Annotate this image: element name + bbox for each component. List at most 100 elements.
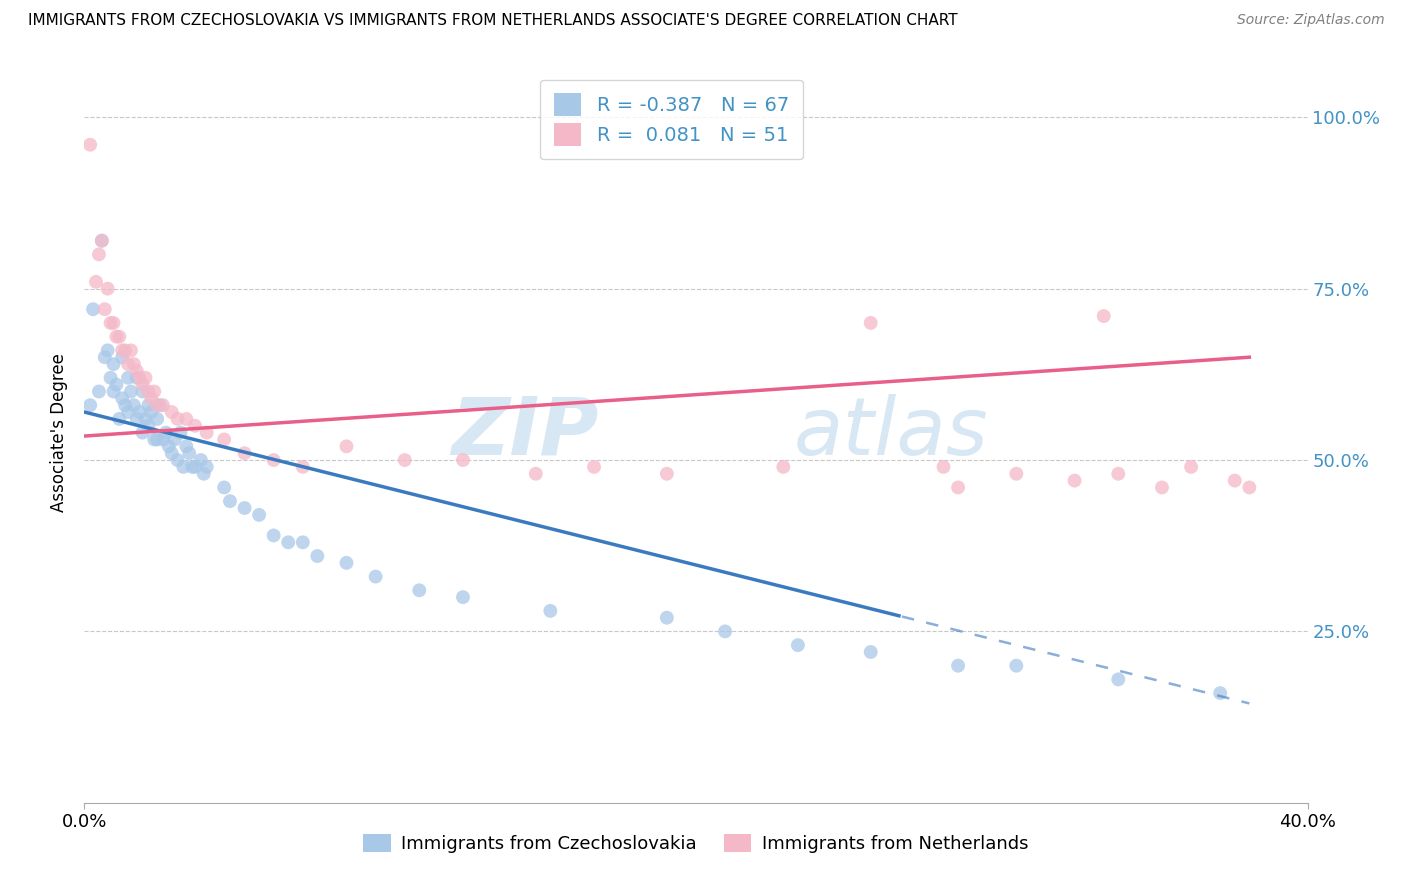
Point xyxy=(277,535,299,549)
Point xyxy=(946,480,969,494)
Point xyxy=(146,412,169,426)
Point xyxy=(787,638,810,652)
Point xyxy=(79,398,101,412)
Point xyxy=(172,459,194,474)
Point xyxy=(247,508,270,522)
Point xyxy=(100,371,122,385)
Point xyxy=(152,398,174,412)
Point xyxy=(160,446,183,460)
Point xyxy=(364,569,387,583)
Y-axis label: Associate's Degree: Associate's Degree xyxy=(51,353,69,512)
Point xyxy=(307,549,329,563)
Point xyxy=(1107,467,1129,481)
Point xyxy=(105,329,128,343)
Point xyxy=(335,439,357,453)
Point xyxy=(117,371,139,385)
Point xyxy=(174,412,197,426)
Point xyxy=(166,412,188,426)
Point xyxy=(233,501,256,516)
Point xyxy=(195,425,218,440)
Point xyxy=(131,425,153,440)
Point xyxy=(108,329,131,343)
Text: atlas: atlas xyxy=(794,393,988,472)
Point xyxy=(93,302,115,317)
Point xyxy=(125,412,148,426)
Point xyxy=(146,398,169,412)
Point xyxy=(138,398,160,412)
Point xyxy=(263,453,285,467)
Point xyxy=(90,234,112,248)
Point xyxy=(583,459,606,474)
Point xyxy=(1107,673,1129,687)
Point xyxy=(212,433,235,447)
Point xyxy=(97,343,120,358)
Point xyxy=(394,453,416,467)
Point xyxy=(87,384,110,399)
Point xyxy=(193,467,215,481)
Legend: Immigrants from Czechoslovakia, Immigrants from Netherlands: Immigrants from Czechoslovakia, Immigran… xyxy=(356,827,1036,861)
Point xyxy=(184,418,207,433)
Point xyxy=(82,302,104,317)
Point xyxy=(524,467,547,481)
Point xyxy=(655,467,678,481)
Point xyxy=(125,371,148,385)
Point xyxy=(105,377,128,392)
Point xyxy=(131,384,153,399)
Point xyxy=(932,459,955,474)
Point xyxy=(135,412,157,426)
Point xyxy=(451,590,474,604)
Point xyxy=(111,350,134,364)
Point xyxy=(149,398,172,412)
Point xyxy=(174,439,197,453)
Point xyxy=(128,405,150,419)
Point xyxy=(103,384,125,399)
Point xyxy=(141,392,163,406)
Point xyxy=(219,494,242,508)
Point xyxy=(184,459,207,474)
Point xyxy=(1092,309,1115,323)
Point xyxy=(93,350,115,364)
Point xyxy=(111,392,134,406)
Point xyxy=(114,343,136,358)
Point xyxy=(125,364,148,378)
Point xyxy=(90,234,112,248)
Point xyxy=(859,645,882,659)
Point xyxy=(138,418,160,433)
Point xyxy=(169,425,191,440)
Point xyxy=(122,357,145,371)
Point xyxy=(859,316,882,330)
Point xyxy=(451,453,474,467)
Point xyxy=(1209,686,1232,700)
Point xyxy=(131,377,153,392)
Point xyxy=(120,343,142,358)
Point xyxy=(335,556,357,570)
Point xyxy=(163,433,186,447)
Point xyxy=(538,604,561,618)
Point xyxy=(143,433,166,447)
Point xyxy=(143,384,166,399)
Point xyxy=(1180,459,1202,474)
Point xyxy=(152,433,174,447)
Point xyxy=(181,459,204,474)
Point xyxy=(655,610,678,624)
Point xyxy=(1005,467,1028,481)
Point xyxy=(103,357,125,371)
Point xyxy=(135,371,157,385)
Point xyxy=(179,446,201,460)
Point xyxy=(111,343,134,358)
Point xyxy=(79,137,101,152)
Point xyxy=(166,453,188,467)
Point xyxy=(1150,480,1173,494)
Point xyxy=(291,459,314,474)
Text: ZIP: ZIP xyxy=(451,393,598,472)
Point xyxy=(1063,474,1085,488)
Point xyxy=(263,528,285,542)
Point xyxy=(103,316,125,330)
Point xyxy=(146,433,169,447)
Point xyxy=(1223,474,1246,488)
Point xyxy=(157,439,180,453)
Point xyxy=(141,405,163,419)
Text: IMMIGRANTS FROM CZECHOSLOVAKIA VS IMMIGRANTS FROM NETHERLANDS ASSOCIATE'S DEGREE: IMMIGRANTS FROM CZECHOSLOVAKIA VS IMMIGR… xyxy=(28,13,957,29)
Point xyxy=(155,425,177,440)
Point xyxy=(291,535,314,549)
